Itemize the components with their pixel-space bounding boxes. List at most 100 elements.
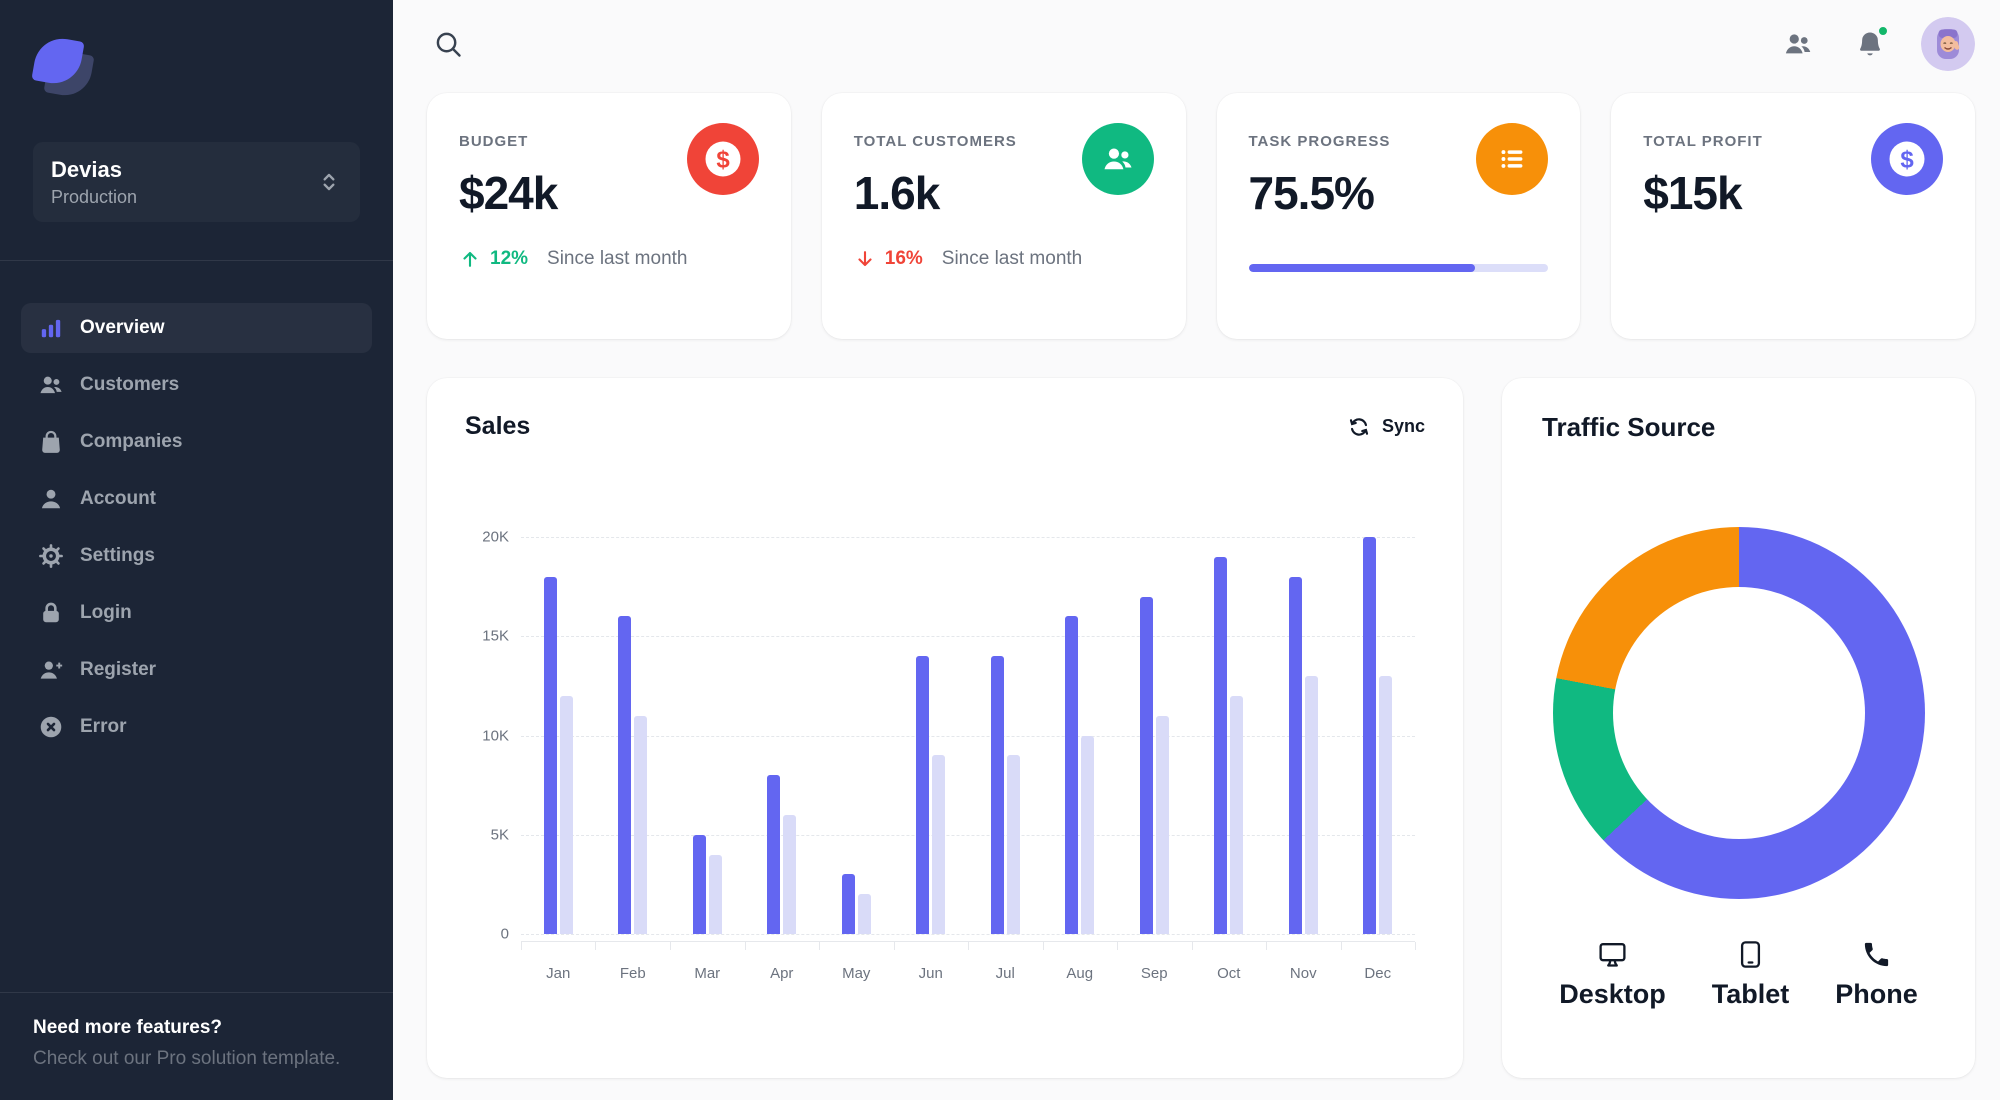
bar-group-mar[interactable] <box>670 537 745 934</box>
bar-group-jun[interactable] <box>894 537 969 934</box>
dollar-circle-icon: $ <box>686 123 759 195</box>
bar-series <box>521 537 1415 934</box>
main-content: BUDGET $24k $ 12% Since last month TOTAL… <box>393 93 2000 1078</box>
bar-group-jan[interactable] <box>521 537 596 934</box>
list-icon <box>1476 123 1549 195</box>
y-axis-label: 10K <box>482 727 509 744</box>
sidebar-item-register[interactable]: Register <box>21 645 372 695</box>
sync-label: Sync <box>1381 416 1425 436</box>
devias-logo-icon[interactable] <box>31 34 97 102</box>
bar-group-feb[interactable] <box>596 537 671 934</box>
month-label: Feb <box>619 965 646 982</box>
bar-this-year <box>1139 596 1153 934</box>
users-icon <box>38 372 64 398</box>
donut-hole <box>1612 587 1865 839</box>
bar-this-year <box>841 874 855 934</box>
bar-group-dec[interactable] <box>1341 537 1416 934</box>
y-axis-label: 20K <box>482 528 509 546</box>
bar-group-oct[interactable] <box>1192 537 1267 934</box>
gear-icon <box>38 543 64 569</box>
sidebar-item-error[interactable]: Error <box>21 702 372 752</box>
x-tick <box>968 942 969 950</box>
device-label: Tablet <box>1711 979 1790 1009</box>
stat-card-total-profit: TOTAL PROFIT $15k $ <box>1611 93 1975 339</box>
footer-title: Need more features? <box>33 1017 223 1038</box>
sales-bar-chart: 20K 15K 10K 5K 0 <box>482 529 1415 943</box>
bar-group-nov[interactable] <box>1266 537 1341 934</box>
gridline <box>521 636 1415 638</box>
notifications-bell-icon[interactable] <box>1849 23 1891 65</box>
sidebar-divider <box>0 260 393 261</box>
x-tick <box>595 942 597 950</box>
sales-card: Sales Sync 20K 15K 10K 5K 0 Jan Feb Mar Apr… <box>427 378 1463 1078</box>
bar-group-jul[interactable] <box>968 537 1043 934</box>
refresh-icon <box>1346 414 1372 440</box>
month-label: Jun <box>918 965 943 982</box>
device-label: Desktop <box>1559 979 1666 1009</box>
bar-group-may[interactable] <box>819 537 894 934</box>
bar-last-year <box>1304 675 1318 934</box>
sidebar-nav: Overview Customers Companies Account Setting… <box>0 261 393 759</box>
sidebar-item-label: Overview <box>80 317 165 338</box>
lock-icon <box>38 600 64 626</box>
bar-this-year <box>767 775 781 934</box>
device-legend: Desktop Tablet Phone <box>1542 939 1935 1010</box>
bar-this-year <box>990 656 1004 934</box>
x-axis-labels: Jan Feb Mar Apr May Jun Jul Aug Sep Oct Nov Dec <box>521 965 1415 982</box>
y-axis-label: 0 <box>500 925 509 943</box>
month-label: Oct <box>1217 965 1241 982</box>
task-progress-fill <box>1248 264 1475 272</box>
sidebar: Devias Production Overview Customers Compa… <box>0 0 393 1100</box>
month-label: Jul <box>995 965 1015 982</box>
stat-value: $15k <box>1643 167 1742 219</box>
contacts-icon[interactable] <box>1777 23 1819 65</box>
sidebar-item-login[interactable]: Login <box>21 588 372 638</box>
month-label: Nov <box>1289 965 1317 982</box>
device-phone: Phone <box>1835 939 1918 1010</box>
user-icon <box>38 486 64 512</box>
bar-last-year <box>634 715 648 934</box>
sidebar-item-companies[interactable]: Companies <box>21 417 372 467</box>
sidebar-item-account[interactable]: Account <box>21 474 372 524</box>
bar-group-aug[interactable] <box>1043 537 1118 934</box>
stat-label: TOTAL PROFIT <box>1643 133 1763 150</box>
dollar-circle-icon: $ <box>1871 123 1943 195</box>
desktop-icon <box>1597 939 1628 970</box>
bar-last-year <box>1081 735 1095 934</box>
sidebar-item-customers[interactable]: Customers <box>21 360 372 410</box>
y-axis-label: 15K <box>482 627 509 645</box>
device-tablet: Tablet <box>1711 939 1790 1010</box>
bar-group-apr[interactable] <box>745 537 820 934</box>
bar-this-year <box>618 616 632 934</box>
gridline <box>521 735 1415 737</box>
trend-caption: Since last month <box>547 248 688 269</box>
workspace-environment: Production <box>51 186 138 207</box>
workspace-selector[interactable]: Devias Production <box>33 142 360 222</box>
month-label: Mar <box>694 965 721 982</box>
month-label: Sep <box>1140 965 1168 982</box>
month-label: Apr <box>770 965 794 982</box>
bar-this-year <box>543 576 557 934</box>
month-label: Dec <box>1364 965 1392 982</box>
avatar[interactable] <box>1921 17 1975 71</box>
x-tick <box>1266 942 1267 950</box>
month-label: May <box>842 965 871 982</box>
sidebar-item-settings[interactable]: Settings <box>21 531 372 581</box>
x-tick <box>893 942 895 950</box>
stat-label: TASK PROGRESS <box>1248 133 1391 150</box>
search-icon[interactable] <box>427 23 470 66</box>
gridline <box>521 934 1415 935</box>
x-tick <box>1191 942 1193 950</box>
sidebar-item-label: Error <box>80 716 127 737</box>
workspace-name: Devias <box>51 157 122 183</box>
x-circle-icon <box>38 714 64 740</box>
sidebar-item-overview[interactable]: Overview <box>21 303 372 353</box>
bar-last-year <box>932 755 946 934</box>
gridline <box>521 834 1415 836</box>
bar-last-year <box>708 854 722 934</box>
traffic-source-card: Traffic Source Desktop Tablet Phone <box>1502 378 1975 1078</box>
sync-button[interactable]: Sync <box>1346 414 1425 440</box>
bar-this-year <box>692 834 706 934</box>
bar-this-year <box>1065 616 1079 934</box>
bar-group-sep[interactable] <box>1117 537 1192 934</box>
